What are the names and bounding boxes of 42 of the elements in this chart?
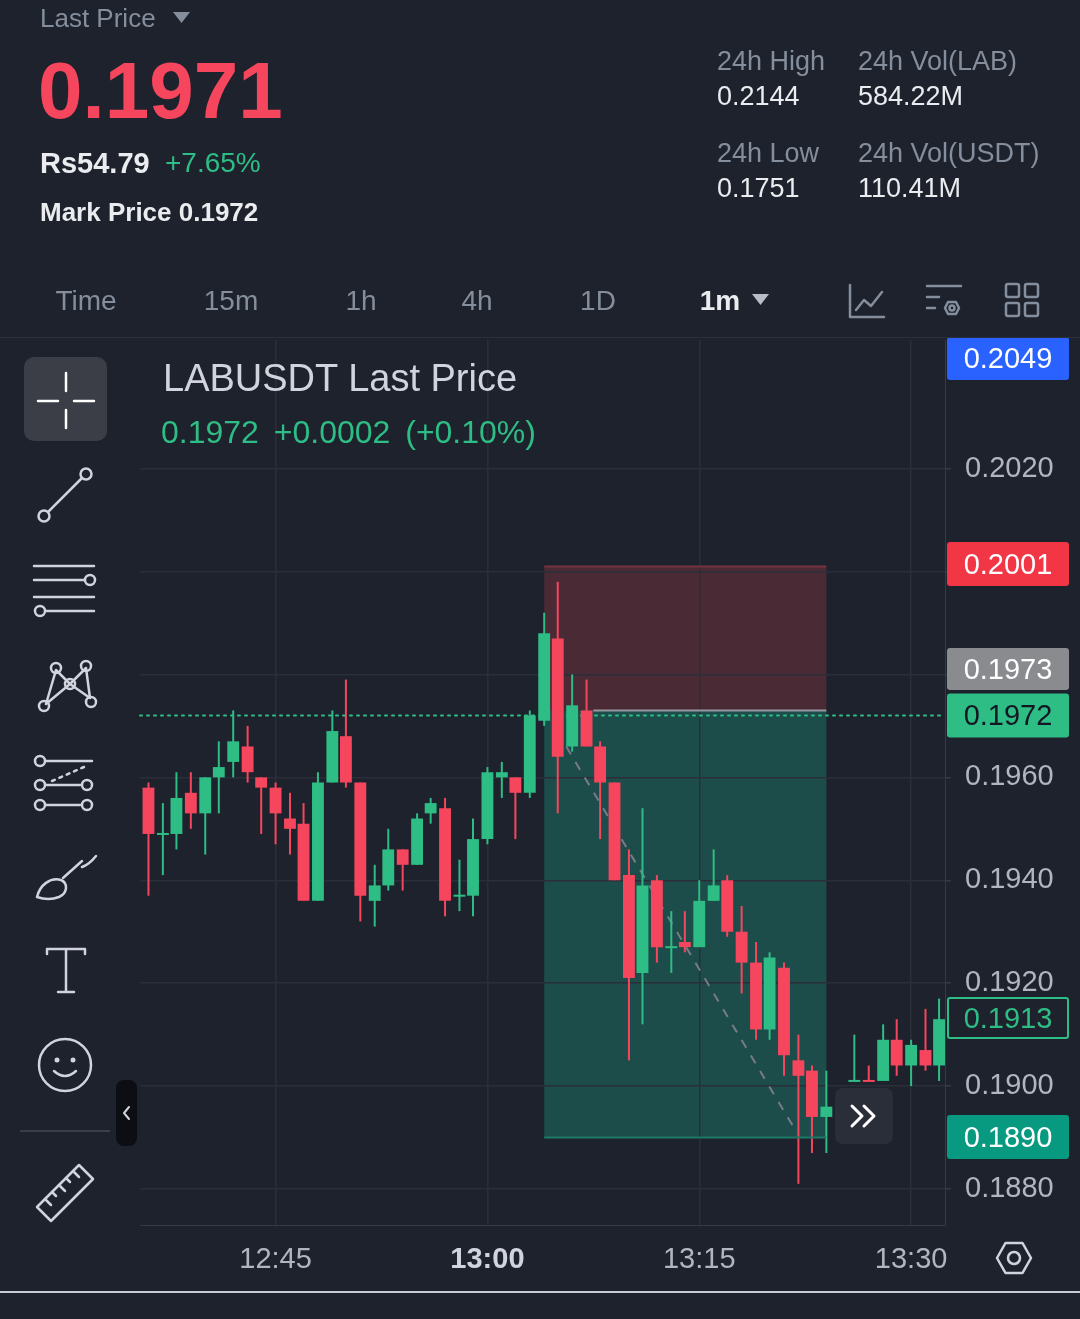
text: 24h Vol(USDT) xyxy=(858,137,1040,168)
y-tick-label: 0.1880 xyxy=(965,1170,1054,1203)
candlestick xyxy=(453,859,466,912)
text: 0.1972 +0.0002 (+0.10%) xyxy=(161,414,536,451)
candlestick xyxy=(156,803,169,876)
text: 15m xyxy=(203,285,259,317)
x-tick-label: 12:45 xyxy=(239,1242,312,1275)
text: 0.1890 xyxy=(947,1115,1069,1159)
text: 0.2001 xyxy=(947,542,1069,586)
text: 0.1751 xyxy=(717,172,800,203)
text: 24h Vol(LAB) xyxy=(858,45,1018,76)
x-tick-label: 13:15 xyxy=(662,1242,736,1275)
y-tick-label: 0.1960 xyxy=(965,759,1054,792)
text: 24h Low xyxy=(717,137,820,168)
text: 110.41M xyxy=(858,172,962,203)
candlestick xyxy=(862,1065,875,1082)
y-tick-label: 0.1920 xyxy=(965,965,1054,998)
text: 0.1971 xyxy=(38,45,283,135)
candlestick xyxy=(665,911,678,973)
text: 24h High xyxy=(717,45,826,76)
text: 1D xyxy=(580,285,616,317)
chart-title: LABUSDT Last Price xyxy=(163,357,518,400)
text: Rs54.79 xyxy=(40,146,150,179)
text: 0.2144 xyxy=(717,80,800,111)
text: Last Price xyxy=(40,3,156,34)
text: 0.2049 xyxy=(947,337,1069,380)
candlestick xyxy=(848,1034,861,1082)
text: 0.1973 xyxy=(947,648,1069,690)
y-tick-label: 0.1900 xyxy=(965,1068,1054,1101)
y-tick-label: 0.2020 xyxy=(965,450,1054,483)
ref-line-label: 0.1972 xyxy=(963,698,1053,731)
text: Mark Price 0.1972 xyxy=(40,197,259,228)
x-tick-label: 13:30 xyxy=(874,1242,948,1275)
text: 0.1913 xyxy=(947,997,1069,1039)
y-tick-label: 0.1940 xyxy=(965,862,1054,895)
text: +7.65% xyxy=(165,147,261,179)
text: 584.22M xyxy=(858,80,964,111)
text: 1h xyxy=(345,285,377,317)
text: 4h xyxy=(461,285,493,317)
x-tick-label: 13:00 xyxy=(450,1242,525,1275)
text: 1m xyxy=(699,285,741,317)
text: Time xyxy=(55,285,117,317)
